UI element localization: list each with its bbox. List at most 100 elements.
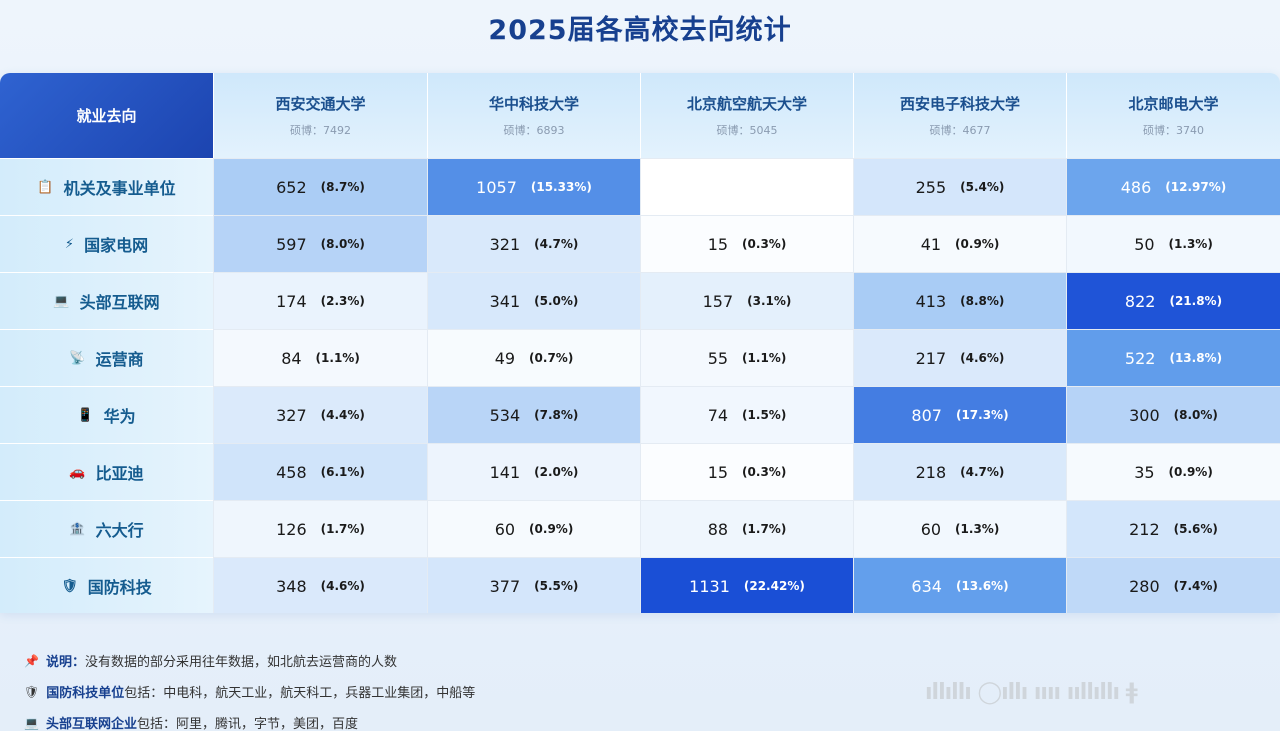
cell-value: 1057 [476,177,517,197]
notes-section: 📌 说明： 没有数据的部分采用往年数据，如北航去运营商的人数 🛡 国防科技单位 包括：中电… [24,645,475,731]
row-label-text: 六大行 [95,521,144,540]
cell-percentage: (0.7%) [529,351,574,365]
row-label: 📋 机关及事业单位 [0,158,213,215]
cell-percentage: (1.3%) [955,522,1000,536]
cell-percentage: (5.4%) [960,180,1005,194]
heatmap-cell: 88 (1.7%) [640,500,853,557]
heatmap-cell: 597 (8.0%) [213,215,427,272]
cell-value: 321 [489,234,521,254]
cell-percentage: (0.3%) [742,465,787,479]
heatmap-cell: 300 (8.0%) [1066,386,1280,443]
heatmap-cell: 141 (2.0%) [427,443,640,500]
laptop-icon: 💻 [53,293,70,309]
cell-value: 1131 [689,576,730,596]
cell-value: 141 [489,462,521,482]
heatmap-cell: 74 (1.5%) [640,386,853,443]
heatmap-cell: 377 (5.5%) [427,557,640,613]
row-label-text: 国家电网 [84,236,149,255]
row-label: 📱 华为 [0,386,213,443]
heatmap-cell: 41 (0.9%) [853,215,1066,272]
cell-percentage: (1.7%) [320,522,365,536]
cell-percentage: (2.3%) [320,294,365,308]
satellite-antenna-icon: 📡 [69,350,86,366]
university-name: 北京航空航天大学 [686,95,807,113]
heatmap-cell: 60 (0.9%) [427,500,640,557]
university-total: 硕博：5045 [716,124,778,137]
cell-value: 157 [702,291,734,311]
column-header: 北京邮电大学 硕博：3740 [1066,73,1280,158]
row-label-text: 国防科技 [87,578,152,597]
cell-value: 50 [1134,234,1155,254]
car-icon: 🚗 [69,464,86,480]
heatmap-cell: 35 (0.9%) [1066,443,1280,500]
cell-percentage: (13.8%) [1169,351,1223,365]
heatmap-table: 就业去向 西安交通大学 硕博：7492 华中科技大学 硕博：6893 北京航空航天大学硕… [0,73,1280,613]
cell-value: 15 [707,234,729,254]
cell-percentage: (4.7%) [534,237,579,251]
cell-value: 60 [920,519,942,539]
shield-icon: 🛡 [61,578,78,594]
heatmap-cell: 634 (13.6%) [853,557,1066,613]
cell-value: 300 [1129,405,1160,425]
heatmap-cell [640,158,853,215]
cell-value: 217 [915,348,947,368]
heatmap-cell: 55 (1.1%) [640,329,853,386]
cell-percentage: (3.1%) [747,294,792,308]
note-heading: 头部互联网企业 [45,717,137,731]
cell-percentage: (1.3%) [1168,237,1213,251]
cell-value: 597 [276,234,307,254]
heatmap-cell: 807 (17.3%) [853,386,1066,443]
cell-value: 212 [1129,519,1160,539]
cell-percentage: (17.3%) [955,408,1009,422]
cell-percentage: (5.6%) [1173,522,1218,536]
cell-percentage: (0.9%) [1168,465,1213,479]
note-text: 包括：中电科，航天工业，航天科工，兵器工业集团，中船等 [124,686,476,701]
cell-value: 486 [1120,177,1152,197]
cell-percentage: (0.3%) [742,237,787,251]
cell-percentage: (12.97%) [1165,180,1227,194]
cell-value: 458 [276,462,307,482]
row-label: 🏦 六大行 [0,500,213,557]
heatmap-cell: 486 (12.97%) [1066,158,1280,215]
note-heading: 说明： [45,655,85,670]
shield-icon: 🛡 [24,684,40,699]
university-name: 西安交通大学 [275,95,366,113]
row-label-text: 比亚迪 [95,464,144,483]
heatmap-cell: 126 (1.7%) [213,500,427,557]
cell-value: 126 [276,519,307,539]
cell-percentage: (13.6%) [955,579,1009,593]
heatmap-cell: 15 (0.3%) [640,443,853,500]
cell-percentage: (5.0%) [534,294,579,308]
cell-value: 413 [915,291,947,311]
cell-percentage: (4.6%) [320,579,365,593]
heatmap-cell: 652 (8.7%) [213,158,427,215]
note-line: 💻 头部互联网企业 包括：阿里，腾讯，字节，美团，百度 [24,707,475,731]
university-name: 华中科技大学 [488,95,579,113]
heatmap-cell: 534 (7.8%) [427,386,640,443]
cell-value: 88 [707,519,729,539]
university-total: 硕博：7492 [290,124,351,137]
watermark: ıllıllı ◯ıllı ıııı ııllıllı ǂ [925,680,1138,705]
cell-percentage: (7.8%) [534,408,579,422]
university-total: 硕博：6893 [503,124,565,137]
cell-percentage: (1.5%) [742,408,787,422]
cell-percentage: (1.1%) [315,351,360,365]
cell-value: 652 [276,177,307,197]
cell-percentage: (1.7%) [742,522,787,536]
cell-value: 634 [911,576,942,596]
heatmap-cell: 522 (13.8%) [1066,329,1280,386]
cell-percentage: (8.0%) [320,237,365,251]
heatmap-cell: 822 (21.8%) [1066,272,1280,329]
note-line: 📌 说明： 没有数据的部分采用往年数据，如北航去运营商的人数 [24,645,475,676]
cell-value: 15 [707,462,729,482]
cell-value: 534 [489,405,521,425]
note-text: 没有数据的部分采用往年数据，如北航去运营商的人数 [84,655,397,670]
heatmap-cell: 348 (4.6%) [213,557,427,613]
cell-percentage: (0.9%) [529,522,574,536]
laptop-icon: 💻 [24,715,39,730]
heatmap-cell: 84 (1.1%) [213,329,427,386]
row-label-text: 运营商 [95,350,144,369]
cell-percentage: (0.9%) [955,237,1000,251]
row-label: 🛡 国防科技 [0,557,213,613]
heatmap-cell: 15 (0.3%) [640,215,853,272]
